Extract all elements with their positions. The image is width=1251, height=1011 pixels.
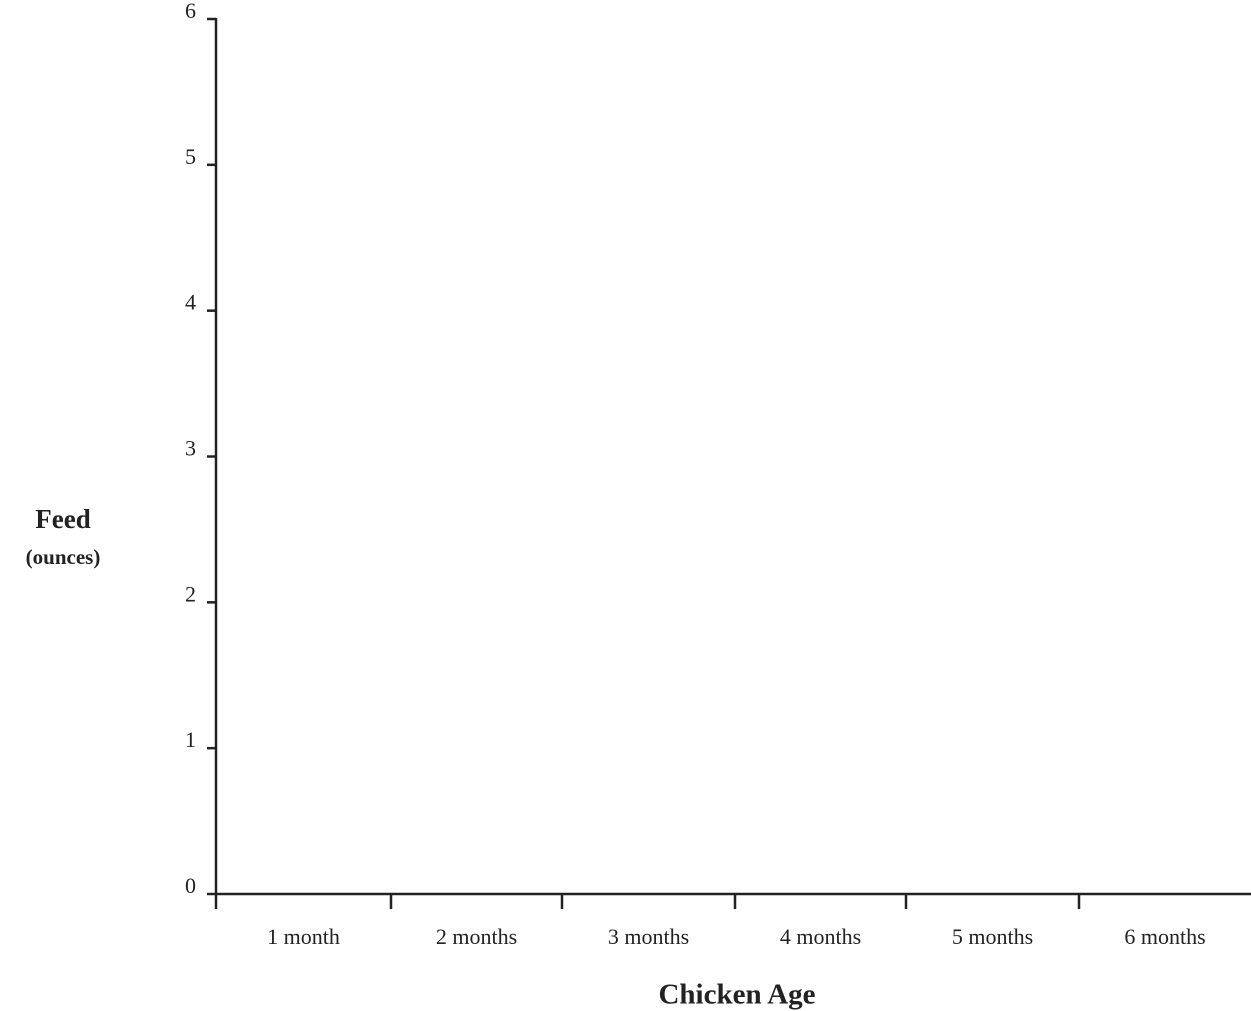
- y-axis-label: Feed: [35, 504, 90, 534]
- y-tick-label: 1: [185, 727, 196, 752]
- y-tick-label: 3: [185, 436, 196, 461]
- x-tick-label: 3 months: [608, 924, 689, 949]
- x-tick-label: 2 months: [436, 924, 517, 949]
- y-tick-label: 0: [185, 873, 196, 898]
- y-tick-label: 6: [185, 0, 196, 23]
- x-tick-label: 1 month: [267, 924, 340, 949]
- y-tick-label: 4: [185, 290, 196, 315]
- x-tick-label: 4 months: [780, 924, 861, 949]
- x-tick-label: 6 months: [1124, 924, 1205, 949]
- x-tick-label: 5 months: [952, 924, 1033, 949]
- y-tick-label: 2: [185, 581, 196, 606]
- y-axis-unit: (ounces): [26, 545, 101, 569]
- x-axis-label: Chicken Age: [658, 979, 815, 1011]
- y-tick-label: 5: [185, 144, 196, 169]
